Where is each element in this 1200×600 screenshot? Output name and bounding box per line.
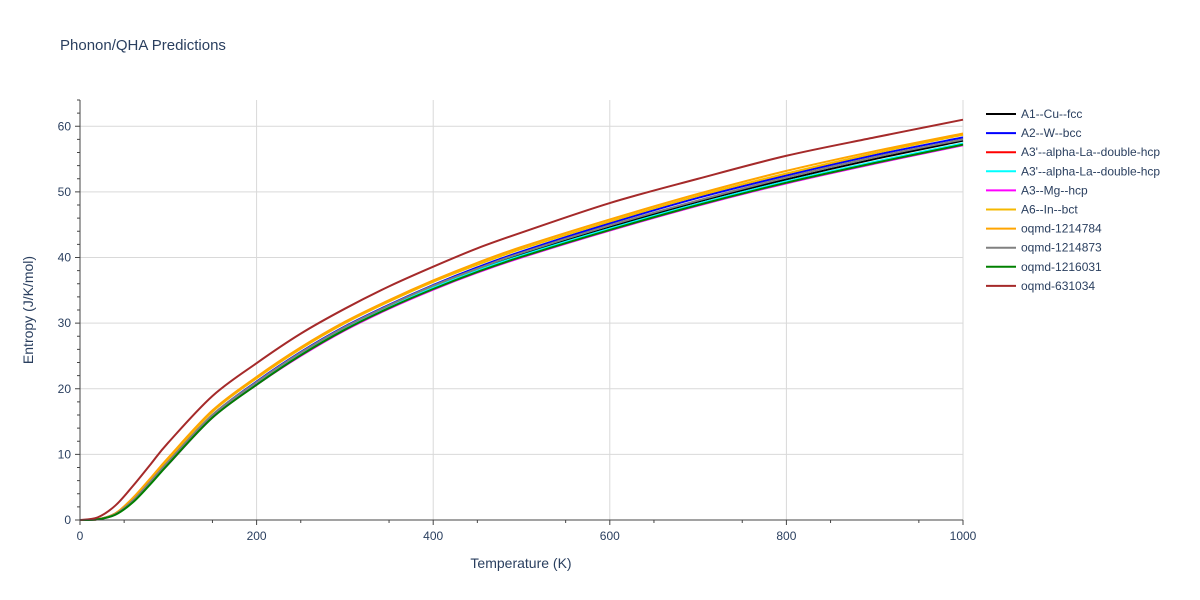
legend-item-1[interactable]: A2--W--bcc (986, 126, 1081, 140)
series-line-3 (79, 142, 964, 522)
x-tick-label-4: 800 (776, 529, 796, 543)
legend-item-4[interactable]: A3--Mg--hcp (986, 183, 1088, 197)
series-line-6 (79, 132, 964, 522)
y-tick-label-2: 20 (58, 382, 72, 396)
chart-title: Phonon/QHA Predictions (60, 37, 226, 54)
legend-label-0: A1--Cu--fcc (1021, 107, 1082, 121)
legend-item-9[interactable]: oqmd-631034 (986, 279, 1095, 293)
legend-item-8[interactable]: oqmd-1216031 (986, 260, 1102, 274)
y-axis-title: Entropy (J/K/mol) (20, 256, 36, 364)
x-tick-label-3: 600 (600, 529, 620, 543)
y-tick-label-3: 30 (58, 316, 72, 330)
series-line-4 (79, 144, 964, 521)
legend-label-7: oqmd-1214873 (1021, 241, 1102, 255)
series-line-9 (79, 118, 964, 521)
series-line-1 (79, 136, 964, 522)
axes: 0 200 400 600 800 1000 0 10 20 30 40 50 60 (58, 99, 977, 543)
x-tick-label-0: 0 (77, 529, 84, 543)
legend-label-5: A6--In--bct (1021, 203, 1078, 217)
y-tick-label-4: 40 (58, 251, 72, 265)
series-line-5 (79, 133, 964, 522)
legend-label-3: A3'--alpha-La--double-hcp (1021, 164, 1160, 178)
legend-item-7[interactable]: oqmd-1214873 (986, 241, 1102, 255)
legend-label-2: A3'--alpha-La--double-hcp (1021, 145, 1160, 159)
y-tick-label-5: 50 (58, 185, 72, 199)
series-line-8 (79, 143, 964, 521)
legend-label-1: A2--W--bcc (1021, 126, 1081, 140)
legend-item-3[interactable]: A3'--alpha-La--double-hcp (986, 164, 1160, 178)
series-line-7 (79, 138, 964, 522)
x-tick-label-5: 1000 (950, 529, 977, 543)
legend-label-8: oqmd-1216031 (1021, 260, 1102, 274)
legend-label-4: A3--Mg--hcp (1021, 183, 1088, 197)
legend-item-2[interactable]: A3'--alpha-La--double-hcp (986, 145, 1160, 159)
legend-label-9: oqmd-631034 (1021, 279, 1095, 293)
legend-item-6[interactable]: oqmd-1214784 (986, 222, 1102, 236)
legend-item-0[interactable]: A1--Cu--fcc (986, 107, 1082, 121)
y-tick-label-0: 0 (64, 513, 71, 527)
series-group (79, 118, 964, 522)
legend[interactable]: A1--Cu--fcc A2--W--bcc A3'--alpha-La--doub… (986, 107, 1160, 293)
series-line-0 (79, 139, 964, 522)
y-tick-label-6: 60 (58, 119, 72, 133)
x-tick-label-2: 400 (423, 529, 443, 543)
x-tick-label-1: 200 (247, 529, 267, 543)
legend-label-6: oqmd-1214784 (1021, 222, 1102, 236)
series-line-2 (79, 142, 964, 522)
legend-item-5[interactable]: A6--In--bct (986, 203, 1078, 217)
x-axis-title: Temperature (K) (470, 555, 571, 571)
y-tick-label-1: 10 (58, 447, 72, 461)
